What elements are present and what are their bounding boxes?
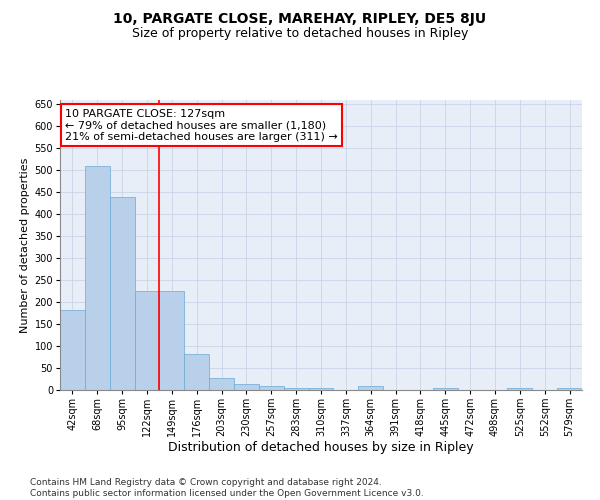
- Bar: [209, 378, 234, 390]
- Text: 10 PARGATE CLOSE: 127sqm
← 79% of detached houses are smaller (1,180)
21% of sem: 10 PARGATE CLOSE: 127sqm ← 79% of detach…: [65, 108, 338, 142]
- Y-axis label: Number of detached properties: Number of detached properties: [20, 158, 30, 332]
- Bar: [134, 291, 160, 390]
- Bar: [234, 384, 259, 390]
- Bar: [160, 291, 184, 390]
- X-axis label: Distribution of detached houses by size in Ripley: Distribution of detached houses by size …: [168, 440, 474, 454]
- Text: Size of property relative to detached houses in Ripley: Size of property relative to detached ho…: [132, 28, 468, 40]
- Bar: [259, 386, 284, 390]
- Bar: [85, 166, 110, 390]
- Bar: [308, 388, 334, 390]
- Bar: [184, 354, 209, 390]
- Bar: [284, 388, 308, 390]
- Bar: [508, 388, 532, 390]
- Text: Contains HM Land Registry data © Crown copyright and database right 2024.
Contai: Contains HM Land Registry data © Crown c…: [30, 478, 424, 498]
- Bar: [60, 310, 85, 390]
- Bar: [433, 388, 458, 390]
- Text: 10, PARGATE CLOSE, MAREHAY, RIPLEY, DE5 8JU: 10, PARGATE CLOSE, MAREHAY, RIPLEY, DE5 …: [113, 12, 487, 26]
- Bar: [358, 386, 383, 390]
- Bar: [110, 196, 134, 390]
- Bar: [557, 388, 582, 390]
